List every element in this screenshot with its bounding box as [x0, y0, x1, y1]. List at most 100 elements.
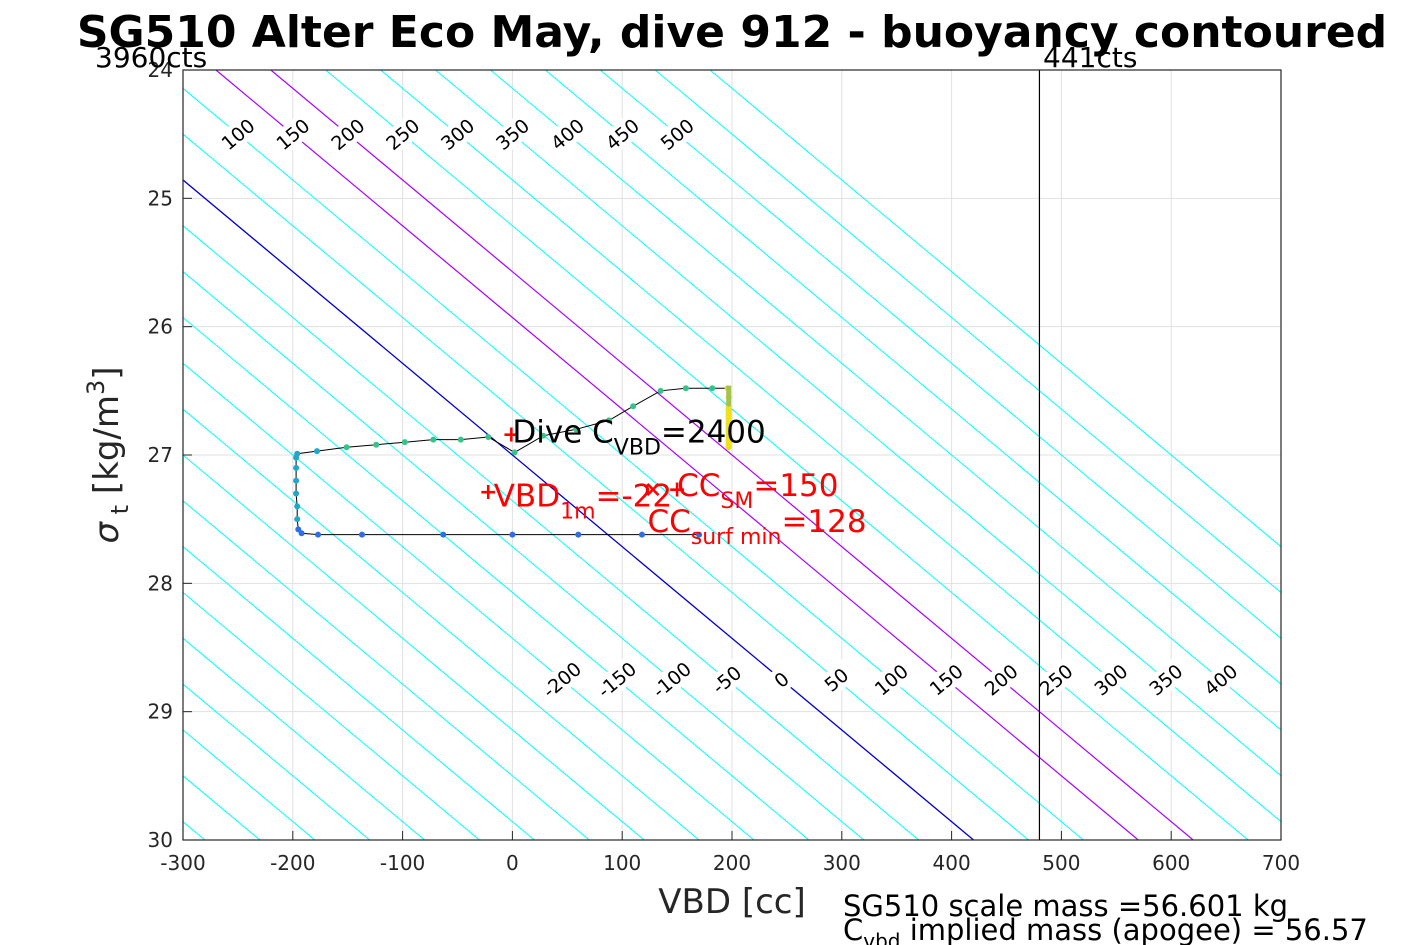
contour-line	[380, 70, 1281, 823]
trajectory-point	[293, 464, 300, 471]
contour-line	[654, 70, 1281, 594]
trajectory-point	[313, 448, 320, 455]
trajectory-point	[294, 503, 301, 510]
x-tick-label: 600	[1152, 851, 1190, 875]
contour-line	[183, 454, 645, 840]
footer-implied-mass-tail: implied mass (apogee) = 56.57	[900, 913, 1367, 945]
x-tick-label: 400	[933, 851, 971, 875]
contour-line	[183, 546, 535, 840]
annotation: VBD1m=-22	[494, 479, 672, 525]
contour-line	[709, 70, 1281, 548]
trajectory-point	[457, 436, 464, 443]
contour-label-bg	[544, 112, 591, 157]
contour-label-bg	[379, 112, 426, 157]
chart-title: SG510 Alter Eco May, dive 912 - buoyancy…	[77, 7, 1387, 58]
y-tick-label: 25	[148, 186, 173, 210]
contour-line	[183, 133, 1029, 840]
y-tick-label: 30	[148, 828, 173, 852]
contour-label-bg	[1087, 657, 1134, 702]
marker: +	[502, 422, 520, 447]
contour-label-bg	[923, 657, 970, 702]
trajectory-point	[294, 516, 301, 523]
contour-label-bg	[758, 657, 805, 702]
y-tick-label: 27	[148, 443, 173, 467]
trajectory-point	[440, 531, 447, 538]
trajectory-point	[630, 403, 637, 410]
contour-label-bg	[489, 112, 536, 157]
contour-line	[183, 500, 590, 840]
annotation: CCSM=150	[677, 468, 838, 514]
trajectory-point	[575, 531, 582, 538]
contour-label-bg	[269, 112, 316, 157]
trajectory-point	[696, 531, 703, 538]
dive-trajectory	[293, 385, 732, 538]
trajectory-point	[709, 385, 716, 392]
x-tick-label: 100	[603, 851, 641, 875]
contour-line	[183, 271, 865, 840]
trajectory-point	[295, 526, 302, 533]
trajectory-point	[293, 477, 300, 484]
contour-line	[183, 408, 700, 840]
contour-label-bg	[648, 657, 695, 702]
contour-label-bg	[593, 657, 640, 702]
trajectory-point	[358, 531, 365, 538]
trajectory-point	[509, 531, 516, 538]
x-tick-label: -300	[160, 851, 205, 875]
x-tick-label: 500	[1042, 851, 1080, 875]
contour-line	[545, 70, 1281, 685]
trajectory-point	[315, 531, 322, 538]
contour-line	[490, 70, 1281, 731]
contour-line	[183, 225, 919, 840]
contour-line	[599, 70, 1281, 639]
contour-label-bg	[1197, 657, 1244, 702]
trajectory-point	[606, 417, 613, 424]
x-tick-label: 200	[713, 851, 751, 875]
contour-label-bg	[703, 657, 750, 702]
y-tick-label: 26	[148, 315, 173, 339]
svg-text:σ t [kg/m3]: σ t [kg/m3]	[82, 366, 134, 543]
contour-line	[325, 70, 1249, 840]
trajectory-point	[511, 449, 518, 456]
annotation: Dive CVBD=2400	[512, 414, 765, 460]
y-tick-label: 24	[148, 58, 173, 82]
contour-line	[435, 70, 1281, 777]
contour-label-bg	[538, 657, 585, 702]
y-tick-label: 29	[148, 700, 173, 724]
contour-label-bg	[1142, 657, 1189, 702]
axis-ticks: -300 -200 -100 0 100 200 300 400 500 600 700 24 25 26…	[148, 58, 1301, 875]
x-tick-label: -100	[380, 851, 425, 875]
trajectory-point	[682, 385, 689, 392]
trajectory-point	[430, 436, 437, 443]
contour-label-bg	[214, 112, 261, 157]
contour-label-bg	[813, 657, 860, 702]
trajectory-point	[485, 434, 492, 441]
marker: ×	[644, 478, 662, 503]
top-annotation-left: 3960cts	[95, 41, 207, 74]
marker: +	[479, 480, 497, 505]
y-axis-label: σ t [kg/m3]	[82, 366, 134, 543]
annotation: CCsurf min=128	[647, 504, 866, 550]
trajectory-point	[540, 432, 547, 439]
trajectory-point	[573, 426, 580, 433]
contour-label-bg	[868, 657, 915, 702]
trajectory-point	[343, 444, 350, 451]
marker: +	[668, 478, 686, 503]
footer-scale-mass: SG510 scale mass =56.601 kg	[843, 889, 1288, 923]
footer-implied-mass: Cvbd implied mass (apogee) = 56.57	[843, 913, 1368, 945]
x-tick-label: 0	[506, 851, 519, 875]
x-tick-label: -200	[270, 851, 315, 875]
footer-implied-mass-main: C	[843, 913, 863, 945]
x-tick-label: 300	[823, 851, 861, 875]
contour-label-bg	[977, 657, 1025, 702]
contour-label-bg	[1032, 657, 1079, 702]
contour-line	[183, 87, 1084, 840]
contour-line	[183, 683, 370, 840]
contour-line	[183, 591, 480, 840]
top-annotation-right: 441cts	[1043, 41, 1137, 74]
contour-line	[183, 316, 810, 840]
buoyancy-contours	[183, 70, 1281, 840]
trajectory-point	[638, 531, 645, 538]
contour-label-bg	[434, 112, 481, 157]
